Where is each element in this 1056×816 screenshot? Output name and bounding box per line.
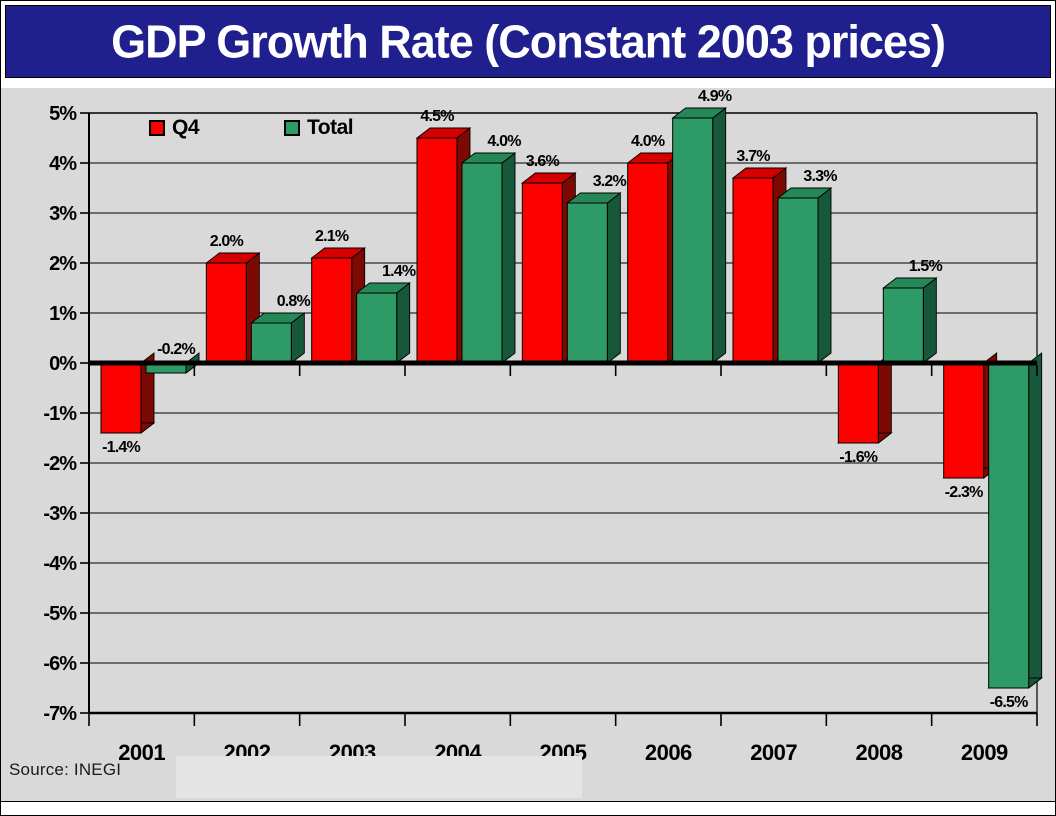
chart-panel: 5% 4% 3% 2% 1% 0% -1% -2% -3% -4% -5% -6% -7% -1.4% -0… xyxy=(1,88,1055,802)
bar-side-Total-2004 xyxy=(501,152,516,364)
data-label-Q4-2002: 2.0% xyxy=(210,233,244,250)
bar-side-Total-2006 xyxy=(712,107,727,364)
bar-Total-2008 xyxy=(882,287,924,364)
bar-Q4-2001 xyxy=(100,362,142,434)
legend-swatch-q4 xyxy=(149,120,165,136)
data-label-Total-2002: 0.8% xyxy=(277,293,311,310)
chart-title: GDP Growth Rate (Constant 2003 prices) xyxy=(111,14,946,68)
bar-side-Q4-2008 xyxy=(877,352,892,444)
x-axis-label-2001: 2001 xyxy=(118,740,165,765)
data-label-Q4-2004: 4.5% xyxy=(420,108,454,125)
x-axis-label-2006: 2006 xyxy=(645,740,692,765)
bar-Q4-2008 xyxy=(837,362,879,444)
bar-Q4-2003 xyxy=(311,257,353,364)
bar-Total-2004 xyxy=(461,162,503,364)
data-label-Total-2008: 1.5% xyxy=(909,258,943,275)
data-label-Q4-2006: 4.0% xyxy=(631,133,665,150)
data-label-Q4-2003: 2.1% xyxy=(315,228,349,245)
y-axis-label-5%: 5% xyxy=(49,103,77,125)
data-label-Total-2003: 1.4% xyxy=(382,263,416,280)
source-caption: Source: INEGI xyxy=(9,760,122,779)
data-label-Q4-2005: 3.6% xyxy=(526,153,560,170)
legend-item-q4: Q4 xyxy=(149,116,200,140)
y-axis-label-0%: 0% xyxy=(49,353,77,375)
y-axis-label--6%: -6% xyxy=(43,653,77,675)
bar-Q4-2004 xyxy=(416,137,458,364)
y-axis-label-2%: 2% xyxy=(49,253,77,275)
data-label-Total-2006: 4.9% xyxy=(698,88,732,105)
y-axis-label--3%: -3% xyxy=(43,503,77,525)
bar-Q4-2009 xyxy=(943,362,985,479)
bar-side-Total-2009 xyxy=(1028,352,1043,689)
bar-Total-2002 xyxy=(250,322,292,364)
x-axis-label-2008: 2008 xyxy=(856,740,903,765)
data-label-Q4-2001: -1.4% xyxy=(102,439,140,456)
bar-Total-2003 xyxy=(356,292,398,364)
legend-swatch-total xyxy=(284,120,300,136)
bar-side-Total-2007 xyxy=(817,187,832,364)
y-axis-label-1%: 1% xyxy=(49,303,77,325)
data-label-Q4-2007: 3.7% xyxy=(736,148,770,165)
plot-area: 5% 4% 3% 2% 1% 0% -1% -2% -3% -4% -5% -6% -7% -1.4% -0… xyxy=(43,88,1043,765)
data-label-Total-2001: -0.2% xyxy=(157,341,195,358)
bar-Total-2005 xyxy=(566,202,608,364)
data-label-Total-2007: 3.3% xyxy=(803,168,837,185)
source-highlight-box xyxy=(176,756,582,798)
y-axis-label-4%: 4% xyxy=(49,153,77,175)
x-axis-label-2009: 2009 xyxy=(961,740,1008,765)
y-axis-label-3%: 3% xyxy=(49,203,77,225)
bar-Q4-2006 xyxy=(627,162,669,364)
bar-side-Total-2008 xyxy=(922,277,937,364)
data-label-Q4-2009: -2.3% xyxy=(945,484,983,501)
y-axis-label--7%: -7% xyxy=(43,703,77,725)
data-label-Q4-2008: -1.6% xyxy=(839,449,877,466)
y-axis-label--5%: -5% xyxy=(43,603,77,625)
bar-Q4-2007 xyxy=(732,177,774,364)
y-axis-label--4%: -4% xyxy=(43,553,77,575)
x-axis-label-2007: 2007 xyxy=(750,740,797,765)
data-label-Total-2009: -6.5% xyxy=(990,694,1028,711)
bar-Total-2009 xyxy=(988,362,1030,689)
bar-Q4-2005 xyxy=(521,182,563,364)
bar-side-Total-2003 xyxy=(396,282,411,364)
legend-label-q4: Q4 xyxy=(172,116,200,139)
bar-side-Total-2005 xyxy=(606,192,621,364)
legend-item-total: Total xyxy=(284,116,354,140)
legend-label-total: Total xyxy=(307,116,354,139)
y-axis-label--2%: -2% xyxy=(43,453,77,475)
chart-title-bar: GDP Growth Rate (Constant 2003 prices) xyxy=(5,5,1051,78)
data-label-Total-2005: 3.2% xyxy=(593,173,627,190)
bar-Q4-2002 xyxy=(205,262,247,364)
data-label-Total-2004: 4.0% xyxy=(487,133,521,150)
bar-Total-2006 xyxy=(672,117,714,364)
bar-Total-2007 xyxy=(777,197,819,364)
y-axis-label--1%: -1% xyxy=(43,403,77,425)
